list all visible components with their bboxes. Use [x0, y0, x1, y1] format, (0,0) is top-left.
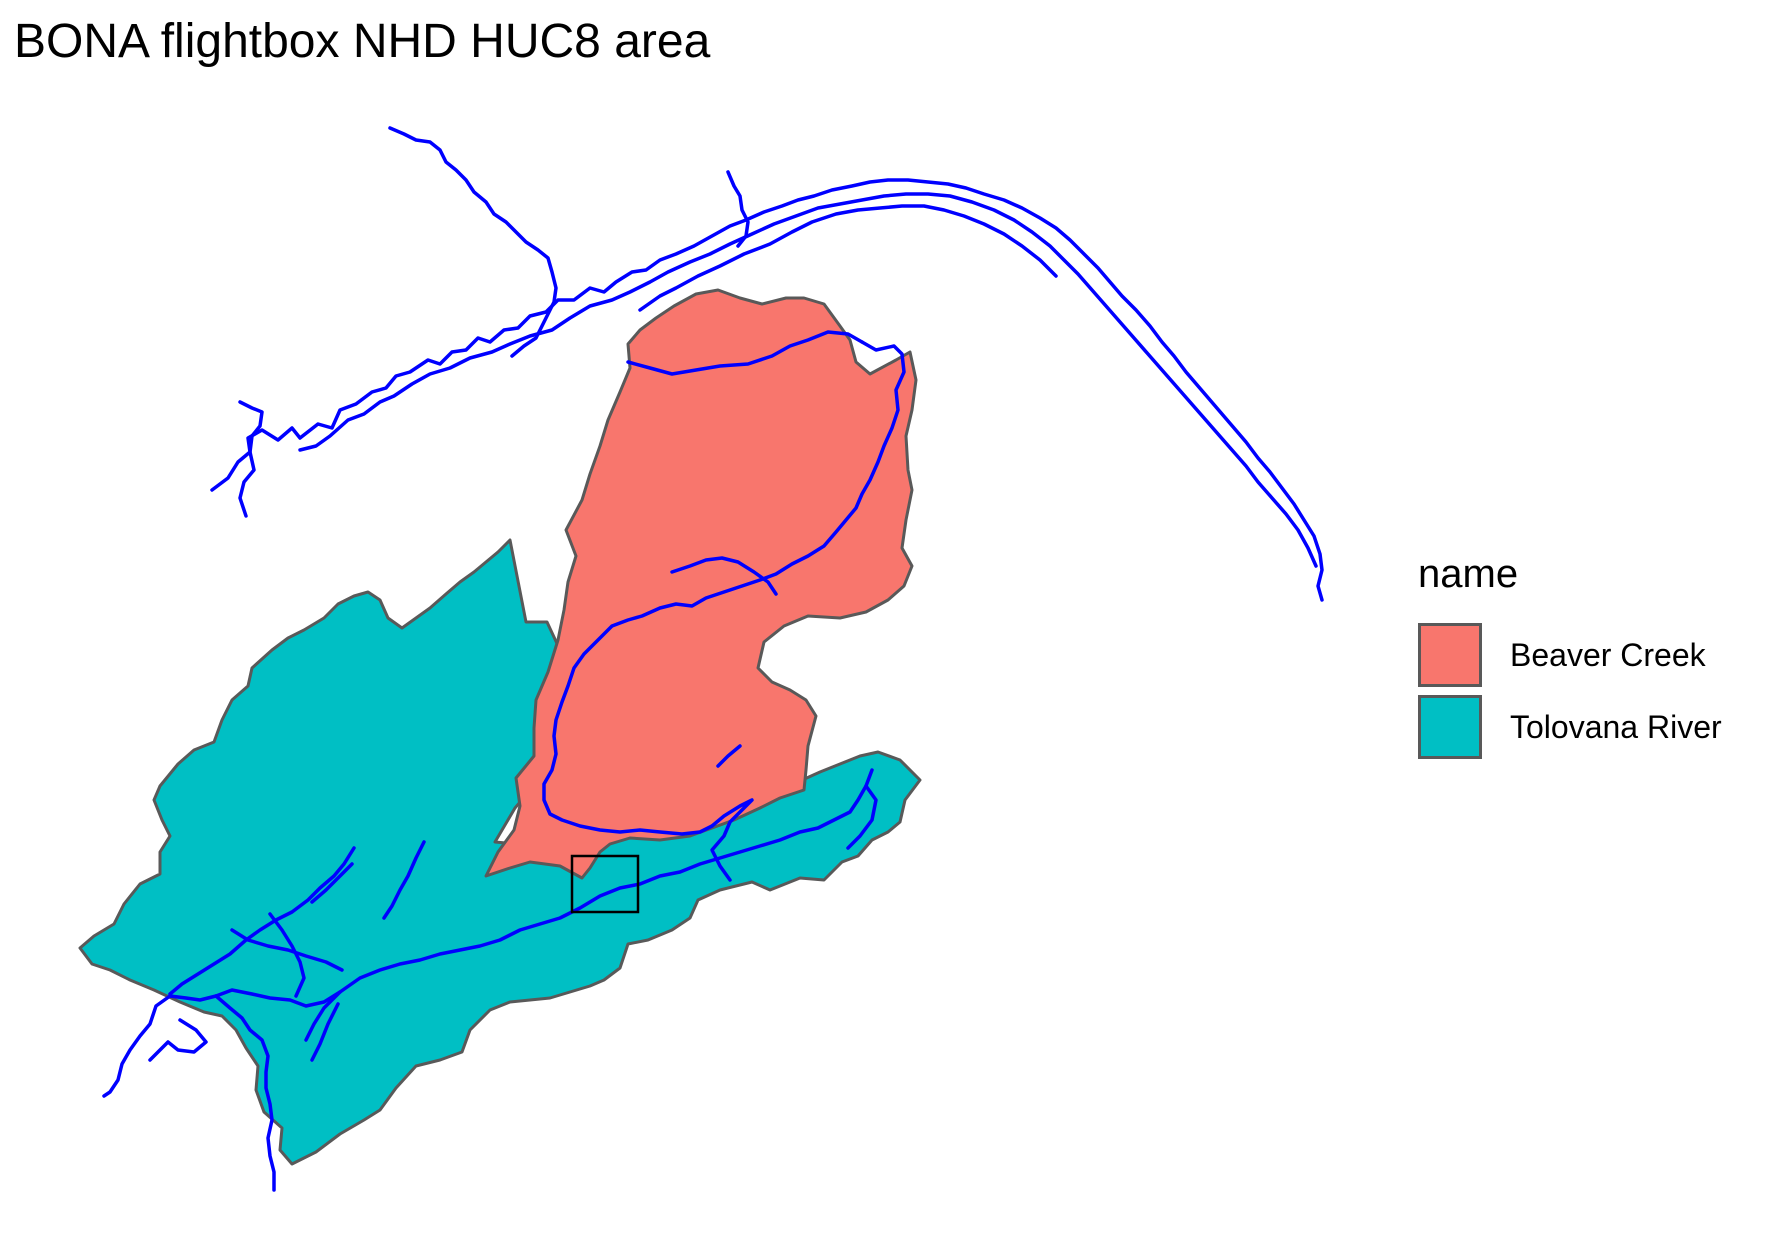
legend-swatch-tolovana-river — [1418, 695, 1482, 759]
flowline-beaver-creek-upper-link — [626, 330, 864, 376]
flowline-beaver-creek-main — [542, 340, 906, 836]
flowline-tolovana-west-branch — [102, 988, 342, 1098]
flowline-tolovana-trib-f — [310, 1002, 340, 1062]
flowline-main-river-braid-2 — [638, 204, 1058, 312]
flowline-tolovana-outlet — [214, 994, 276, 1192]
flowline-tolovana-loop — [148, 1018, 208, 1062]
flowline-tolovana-trib-c — [310, 862, 354, 904]
legend-title: name — [1418, 552, 1519, 596]
flightbox-rectangle — [570, 854, 640, 914]
legend-item-beaver-creek: Beaver Creek — [1418, 619, 1758, 691]
flowline-tolovana-main — [304, 768, 874, 1042]
flowline-main-river — [210, 178, 1324, 602]
map-title: BONA flightbox NHD HUC8 area — [14, 15, 711, 68]
flowline-west-tributary — [238, 400, 264, 518]
flowline-tolovana-trib-e — [268, 912, 306, 998]
nhd-flowlines — [102, 126, 1324, 1192]
flowline-tolovana-upper — [846, 784, 878, 850]
flowline-tolovana-trib-d — [230, 928, 344, 972]
flowline-tolovana-trib-b — [168, 846, 356, 996]
flowline-tolovana-trib-a — [382, 840, 426, 920]
legend-swatch-beaver-creek — [1418, 623, 1482, 687]
legend: name Beaver Creek Tolovana River — [1418, 552, 1758, 763]
legend-label-tolovana-river: Tolovana River — [1510, 708, 1722, 745]
flowline-main-river-braid — [298, 192, 1318, 568]
legend-label-beaver-creek: Beaver Creek — [1510, 636, 1706, 673]
flowline-beaver-creek-fork — [670, 556, 778, 596]
legend-item-tolovana-river: Tolovana River — [1418, 691, 1758, 763]
flowline-beaver-creek-small — [716, 744, 742, 768]
flowline-northwest-tributary — [388, 126, 558, 358]
flowline-north-tributary — [726, 170, 750, 248]
